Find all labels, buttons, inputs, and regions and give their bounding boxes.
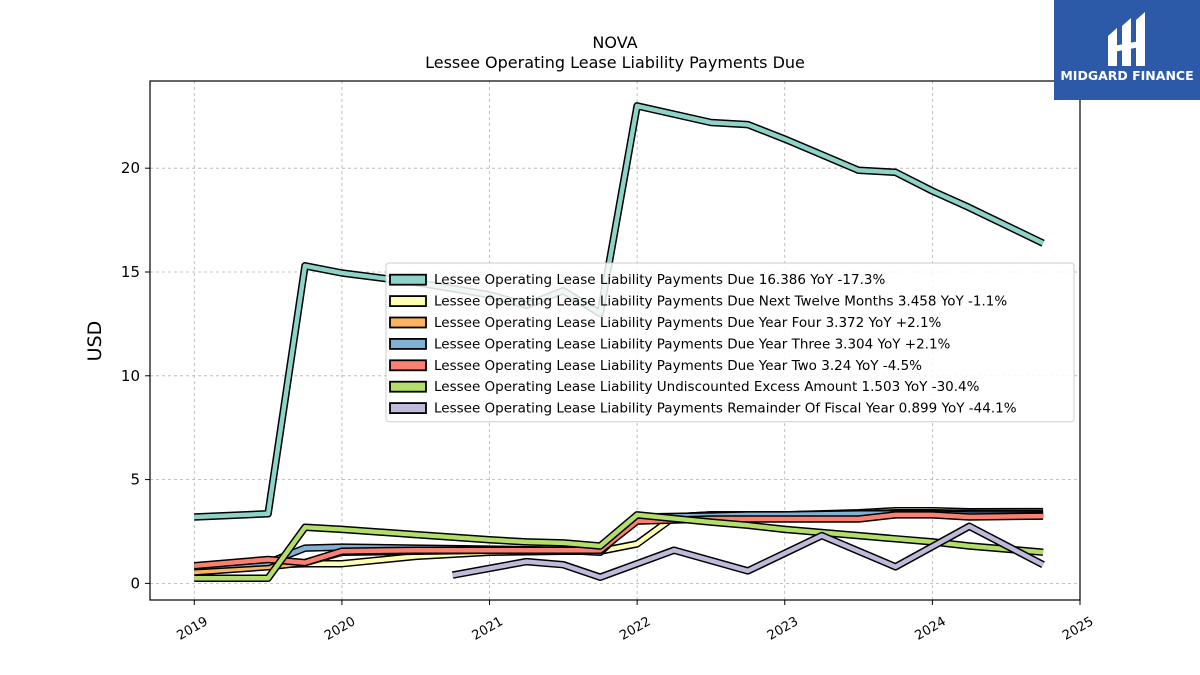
y-tick-label: 5 xyxy=(130,471,140,489)
legend-item: Lessee Operating Lease Liability Payment… xyxy=(389,272,885,288)
legend-item: Lessee Operating Lease Liability Payment… xyxy=(389,336,951,352)
legend-item: Lessee Operating Lease Liability Payment… xyxy=(389,294,1007,310)
legend-swatch xyxy=(389,316,427,329)
legend-item: Lessee Operating Lease Liability Payment… xyxy=(389,401,1017,417)
x-tick-label: 2025 xyxy=(1060,614,1096,644)
series-line xyxy=(194,512,1044,568)
legend-item: Lessee Operating Lease Liability Undisco… xyxy=(389,379,980,395)
legend-label: Lessee Operating Lease Liability Payment… xyxy=(434,336,951,352)
legend-swatch xyxy=(389,402,427,415)
series-7 xyxy=(451,522,1045,581)
series-1 xyxy=(194,102,1045,521)
legend-label: Lessee Operating Lease Liability Payment… xyxy=(434,272,885,288)
plot-frame xyxy=(149,80,1081,601)
y-tick-label: 0 xyxy=(130,574,140,592)
x-tick-label: 2023 xyxy=(765,614,801,644)
legend-swatch xyxy=(389,273,427,286)
y-axis-label: USD xyxy=(84,321,106,362)
logo: MIDGARD FINANCE xyxy=(1054,0,1200,100)
legend-label: Lessee Operating Lease Liability Payment… xyxy=(434,358,922,374)
legend-label: Lessee Operating Lease Liability Payment… xyxy=(434,315,942,331)
legend-swatch xyxy=(389,359,427,372)
legend-box xyxy=(385,262,1075,423)
series-line xyxy=(194,103,1045,520)
logo-text: MIDGARD FINANCE xyxy=(1060,68,1193,83)
x-tick-label: 2024 xyxy=(913,614,949,644)
series-6 xyxy=(194,511,1044,582)
legend-label: Lessee Operating Lease Liability Payment… xyxy=(434,294,1007,310)
series-lines xyxy=(193,102,1045,582)
y-tick-label: 15 xyxy=(121,263,140,281)
chart-subtitle: Lessee Operating Lease Liability Payment… xyxy=(425,53,805,72)
x-axis-ticks: 2019 2020 2021 2022 2023 2024 2025 xyxy=(174,600,1096,644)
x-tick-label: 2021 xyxy=(470,614,506,644)
x-tick-label: 2022 xyxy=(617,614,653,644)
legend-swatch xyxy=(389,380,427,393)
legend-item: Lessee Operating Lease Liability Payment… xyxy=(389,315,942,331)
series-line xyxy=(194,512,1044,581)
x-tick-label: 2019 xyxy=(174,614,210,644)
legend-label: Lessee Operating Lease Liability Payment… xyxy=(434,401,1017,417)
legend-label: Lessee Operating Lease Liability Undisco… xyxy=(434,379,980,395)
legend-swatch xyxy=(389,295,427,308)
legend: Lessee Operating Lease Liability Payment… xyxy=(385,262,1075,423)
chart-title: NOVA xyxy=(592,33,637,52)
series-5 xyxy=(193,511,1044,570)
legend-swatch xyxy=(389,337,427,350)
x-tick-label: 2020 xyxy=(322,614,358,644)
logo-mark-icon xyxy=(1108,12,1145,66)
legend-item: Lessee Operating Lease Liability Payment… xyxy=(389,358,922,374)
y-tick-label: 10 xyxy=(121,367,140,385)
series-line xyxy=(452,524,1045,580)
y-tick-label: 20 xyxy=(121,159,140,177)
y-axis-ticks: 0 5 10 15 20 xyxy=(121,159,150,592)
